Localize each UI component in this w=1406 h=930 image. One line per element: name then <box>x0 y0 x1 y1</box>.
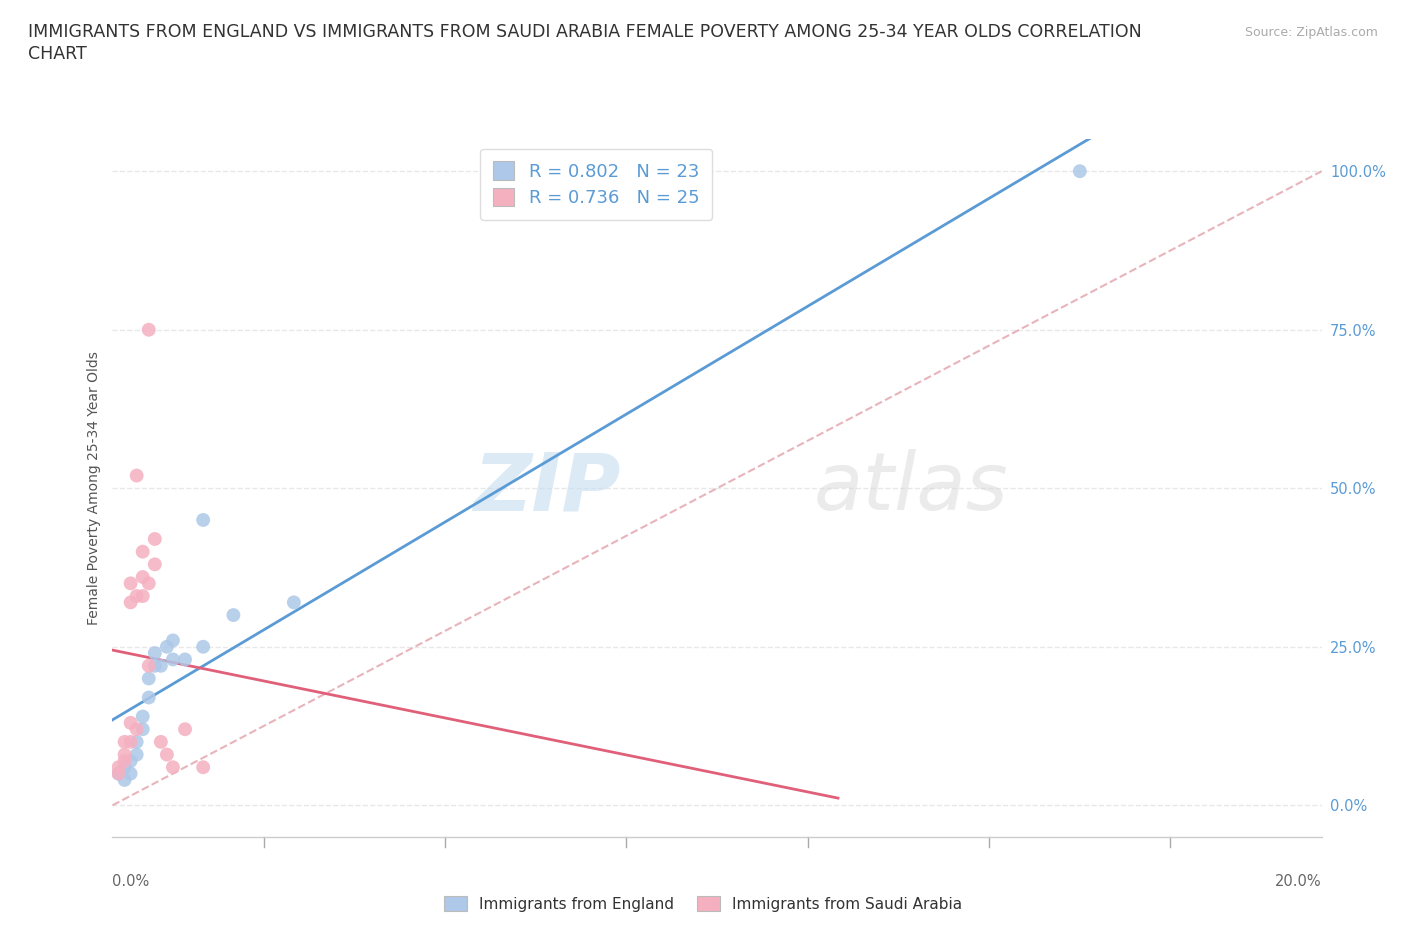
Text: atlas: atlas <box>814 449 1008 527</box>
Point <box>143 557 166 572</box>
Point <box>283 595 305 610</box>
Point <box>132 544 155 559</box>
Text: 20.0%: 20.0% <box>1275 874 1322 889</box>
Point <box>162 652 184 667</box>
Point <box>120 576 142 591</box>
Point <box>138 658 160 673</box>
Point <box>107 766 129 781</box>
Text: 0.0%: 0.0% <box>112 874 149 889</box>
Point <box>149 735 172 750</box>
Point <box>125 722 148 737</box>
Point <box>132 589 155 604</box>
Point <box>174 722 197 737</box>
Point <box>107 760 129 775</box>
Point <box>114 747 136 762</box>
Legend: R = 0.802   N = 23, R = 0.736   N = 25: R = 0.802 N = 23, R = 0.736 N = 25 <box>479 149 713 219</box>
Point <box>120 753 142 768</box>
Point <box>143 645 166 660</box>
Point <box>143 532 166 547</box>
Text: CHART: CHART <box>28 45 87 62</box>
Y-axis label: Female Poverty Among 25-34 Year Olds: Female Poverty Among 25-34 Year Olds <box>87 352 101 625</box>
Point <box>114 753 136 768</box>
Point <box>132 569 155 584</box>
Point <box>138 690 160 705</box>
Point <box>120 735 142 750</box>
Point <box>174 652 197 667</box>
Text: IMMIGRANTS FROM ENGLAND VS IMMIGRANTS FROM SAUDI ARABIA FEMALE POVERTY AMONG 25-: IMMIGRANTS FROM ENGLAND VS IMMIGRANTS FR… <box>28 23 1142 41</box>
Point <box>120 766 142 781</box>
Point <box>162 760 184 775</box>
Point <box>107 766 129 781</box>
Point <box>143 658 166 673</box>
Point <box>120 715 142 730</box>
Point <box>191 639 214 654</box>
Point <box>120 595 142 610</box>
Text: Source: ZipAtlas.com: Source: ZipAtlas.com <box>1244 26 1378 39</box>
Point <box>138 671 160 686</box>
Point <box>132 722 155 737</box>
Point <box>162 633 184 648</box>
Legend: Immigrants from England, Immigrants from Saudi Arabia: Immigrants from England, Immigrants from… <box>437 889 969 918</box>
Point <box>114 773 136 788</box>
Text: ZIP: ZIP <box>472 449 620 527</box>
Point <box>149 658 172 673</box>
Point <box>138 323 160 338</box>
Point <box>191 512 214 527</box>
Point <box>125 747 148 762</box>
Point <box>1069 164 1091 179</box>
Point <box>114 735 136 750</box>
Point <box>125 468 148 483</box>
Point <box>138 576 160 591</box>
Point <box>114 760 136 775</box>
Point <box>156 747 179 762</box>
Point <box>156 639 179 654</box>
Point <box>125 735 148 750</box>
Point <box>125 589 148 604</box>
Point <box>132 709 155 724</box>
Point <box>191 760 214 775</box>
Point <box>222 607 245 622</box>
